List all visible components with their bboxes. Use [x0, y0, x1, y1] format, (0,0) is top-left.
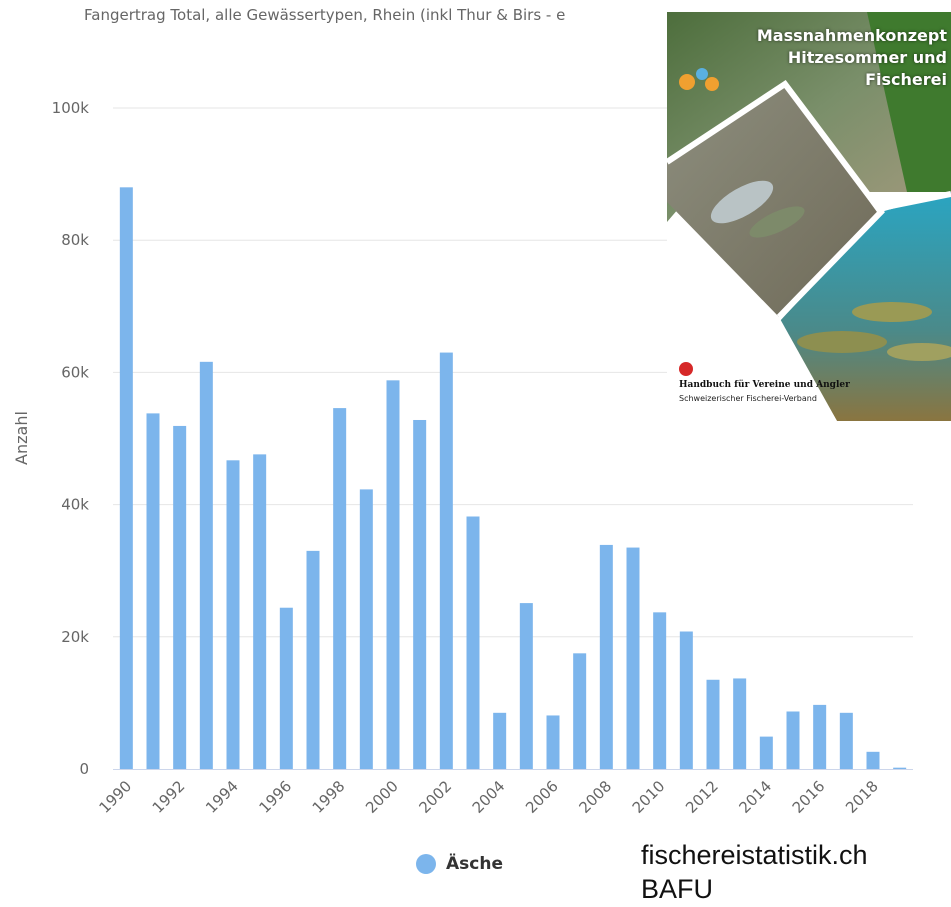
x-tick-label: 2012 [682, 777, 722, 817]
x-tick-label: 2014 [735, 777, 775, 817]
handbook-cover-image: Massnahmenkonzept Hitzesommer und Fische… [667, 12, 951, 421]
bar[interactable] [866, 751, 880, 769]
bar[interactable] [413, 419, 427, 769]
chart-title: Fangertrag Total, alle Gewässertypen, Rh… [84, 6, 566, 24]
cover-publisher: Schweizerischer Fischerei-Verband [679, 394, 817, 403]
bar[interactable] [653, 612, 667, 769]
x-tick-label: 2004 [469, 777, 509, 817]
bar[interactable] [386, 380, 400, 769]
y-axis-label: Anzahl [12, 411, 31, 465]
cover-title-line: Hitzesommer und [787, 48, 947, 67]
bar[interactable] [253, 454, 267, 769]
y-tick-label: 100k [52, 99, 90, 117]
x-tick-label: 1998 [309, 777, 349, 817]
x-tick-label: 2002 [415, 777, 455, 817]
cover-title-line: Fischerei [865, 70, 947, 89]
bar[interactable] [173, 425, 187, 769]
bar[interactable] [733, 678, 747, 769]
bar[interactable] [439, 352, 453, 769]
bar[interactable] [199, 361, 213, 769]
y-tick-label: 20k [61, 628, 89, 646]
bar[interactable] [493, 712, 507, 769]
bar[interactable] [813, 704, 827, 769]
x-tick-label: 2000 [362, 777, 402, 817]
x-tick-label: 2008 [575, 777, 615, 817]
bar[interactable] [893, 767, 907, 769]
bar[interactable] [706, 679, 720, 769]
bar[interactable] [279, 607, 293, 769]
bar[interactable] [306, 550, 320, 769]
x-tick-label: 2018 [842, 777, 882, 817]
federation-logo-icon [679, 362, 693, 376]
x-tick-label: 2016 [789, 777, 829, 817]
x-tick-label: 1990 [95, 777, 135, 817]
legend[interactable]: Äsche [416, 854, 503, 874]
axes: 1990 1992 1994 1996 1998 2000 2002 2004 2006 2008… [95, 769, 913, 817]
cover-subtitle: Handbuch für Vereine und Angler [679, 380, 850, 390]
y-tick-label: 80k [61, 231, 89, 249]
bar[interactable] [786, 711, 800, 769]
source-line: fischereistatistik.ch [641, 840, 868, 870]
bar[interactable] [333, 408, 347, 769]
source-credit: fischereistatistik.ch BAFU [641, 838, 868, 906]
y-tick-label: 0 [79, 760, 89, 778]
x-tick-label: 1994 [202, 777, 242, 817]
bar[interactable] [573, 653, 587, 769]
cover-illustration [667, 12, 951, 421]
bar[interactable] [679, 631, 693, 769]
x-tick-label: 1996 [255, 777, 295, 817]
x-tick-label: 1992 [149, 777, 189, 817]
y-tick-label: 40k [61, 496, 89, 514]
x-tick-label: 2010 [629, 777, 669, 817]
bar[interactable] [839, 712, 853, 769]
bar[interactable] [359, 489, 373, 769]
bar[interactable] [146, 413, 160, 769]
cover-title-line: Massnahmenkonzept [756, 26, 947, 45]
bar[interactable] [519, 603, 533, 769]
bar[interactable] [466, 516, 480, 769]
legend-marker-icon [416, 854, 436, 874]
bar-chart: 0 20k 40k 60k 80k 100k 1990 1992 1994 1996 1998 20… [12, 99, 913, 817]
source-line: BAFU [641, 874, 714, 904]
bar[interactable] [546, 715, 560, 769]
bars [119, 187, 907, 769]
x-tick-label: 2006 [522, 777, 562, 817]
bar[interactable] [226, 460, 240, 769]
bar[interactable] [759, 736, 773, 769]
y-tick-label: 60k [61, 363, 89, 381]
bar[interactable] [599, 544, 613, 769]
bar[interactable] [119, 187, 133, 769]
legend-label: Äsche [446, 854, 503, 874]
bar[interactable] [626, 547, 640, 769]
